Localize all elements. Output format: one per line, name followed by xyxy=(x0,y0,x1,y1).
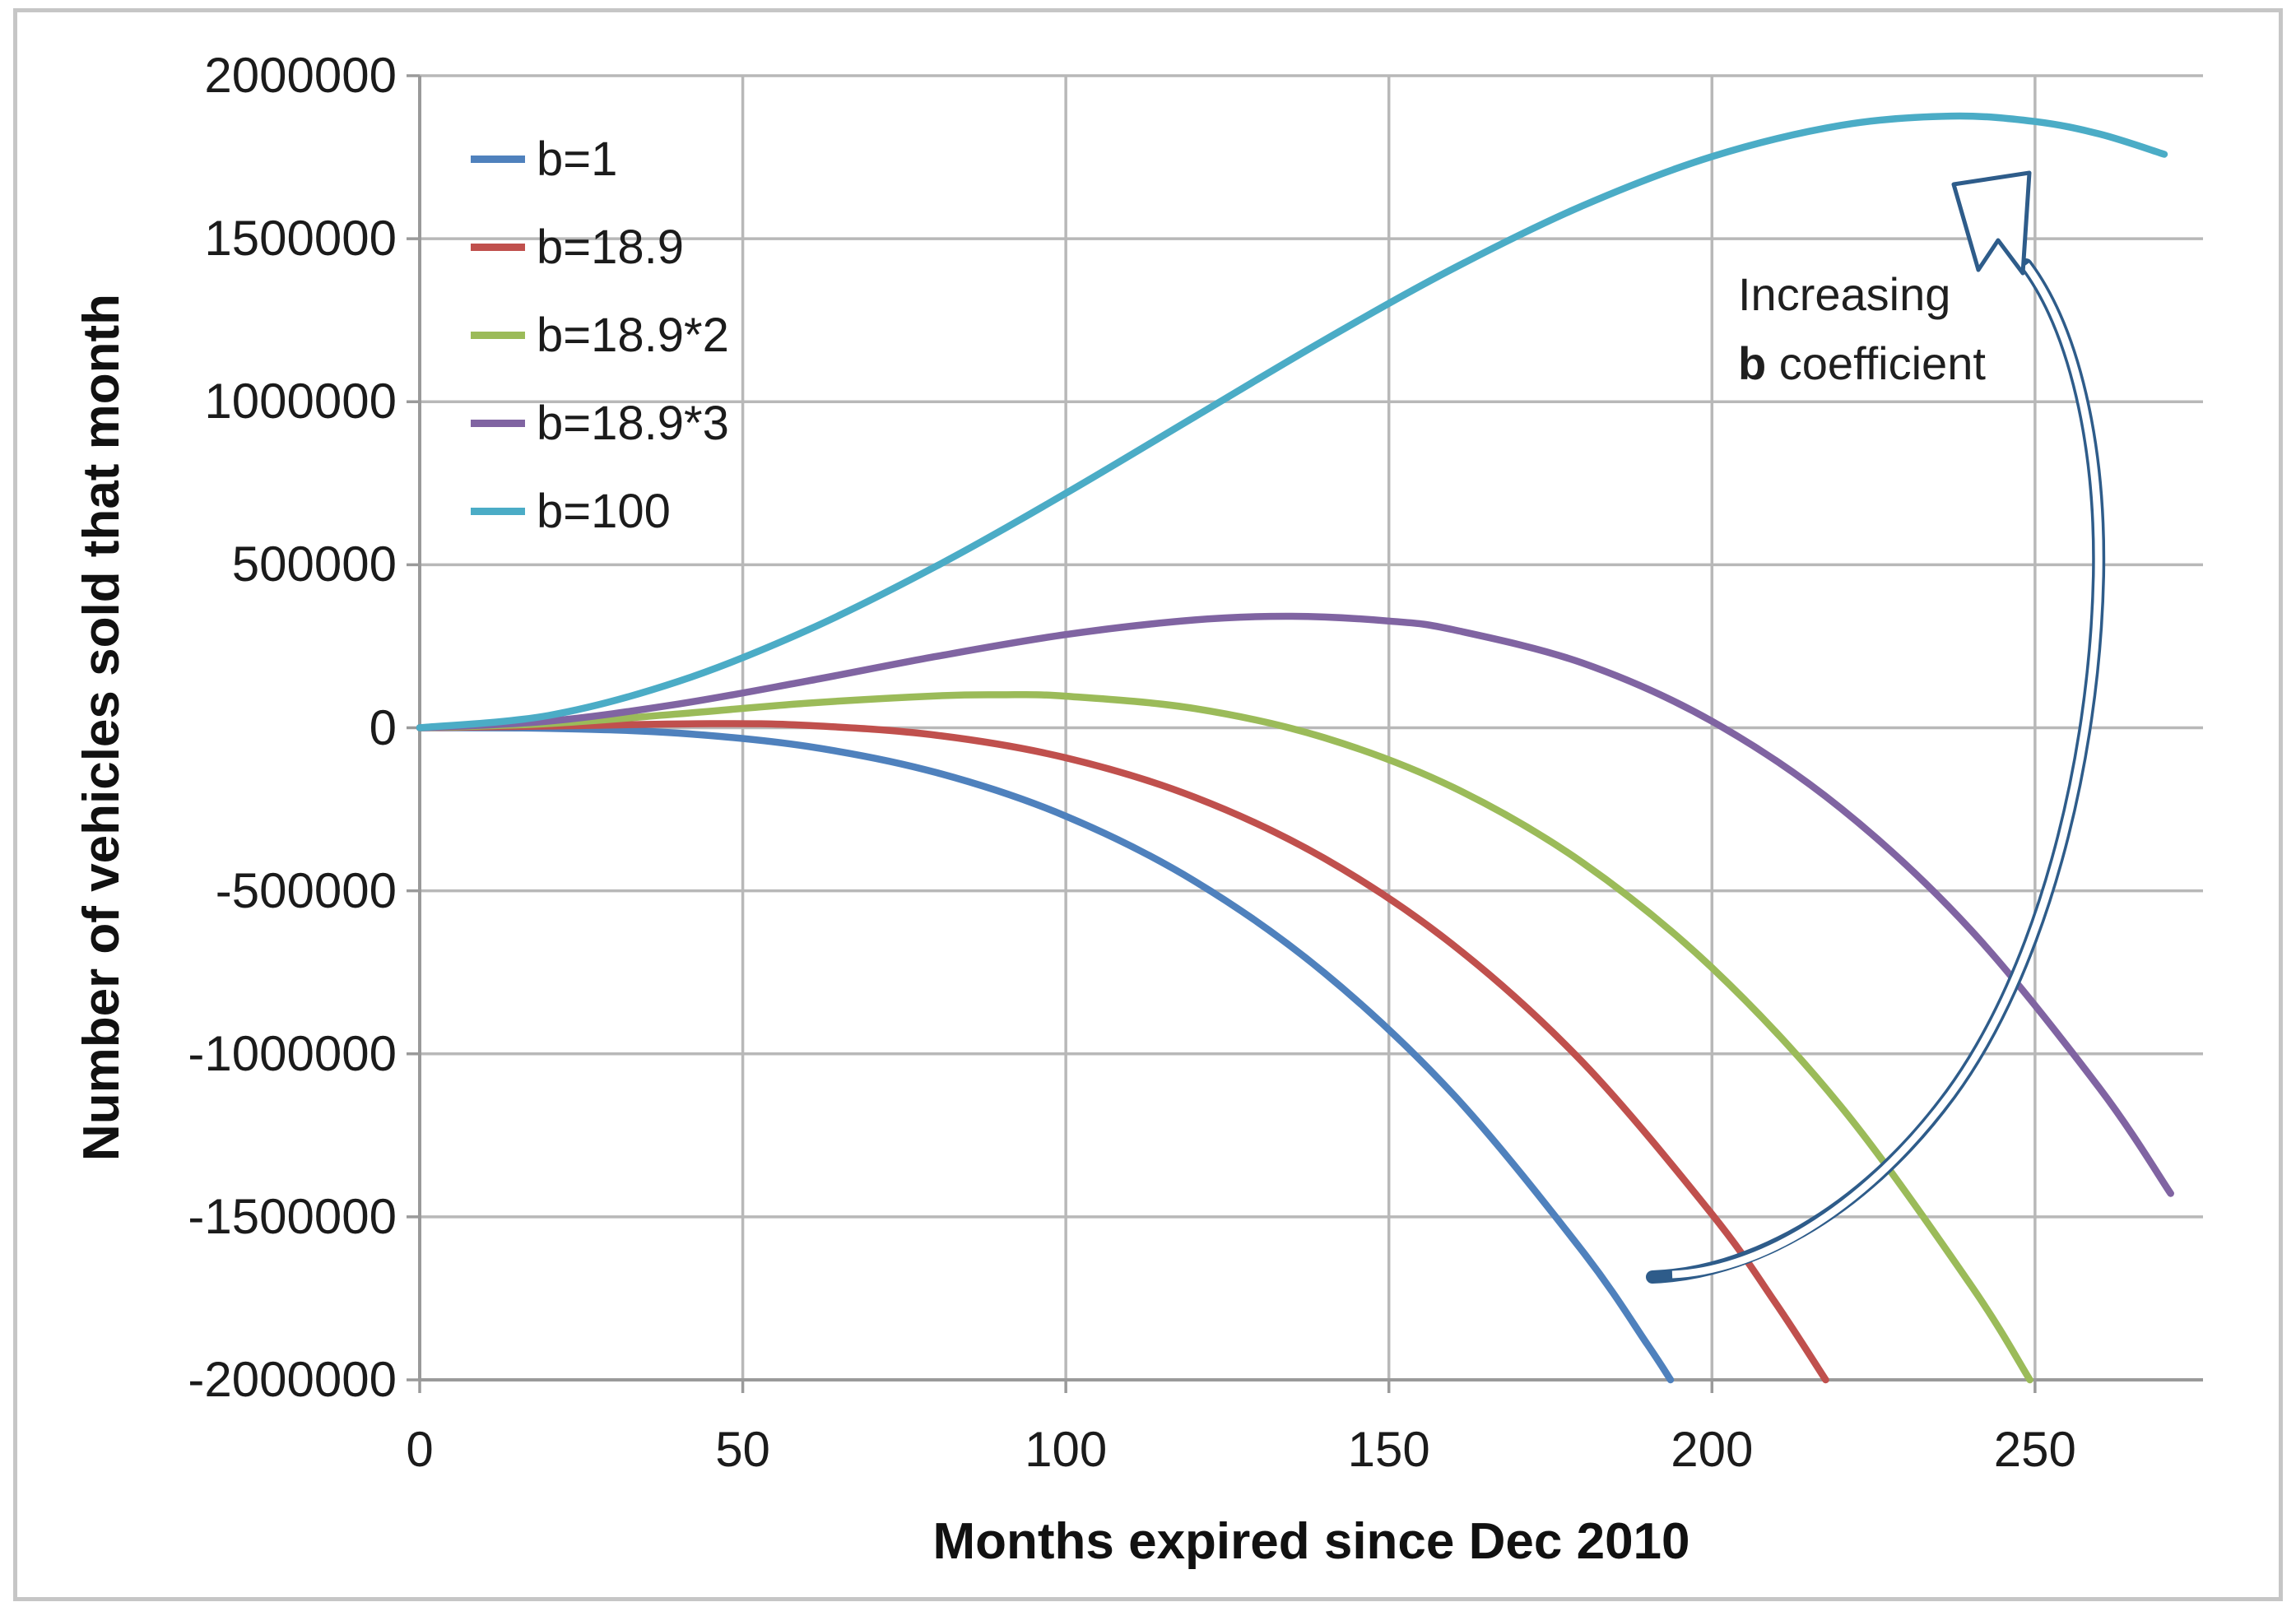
annotation-line1: Increasing xyxy=(1738,268,1951,320)
annotation-line2: b coefficient xyxy=(1738,337,1986,389)
y-tick-label: 0 xyxy=(369,699,397,755)
legend-item: b=1 xyxy=(471,115,729,203)
legend-item: b=100 xyxy=(471,467,729,555)
y-tick-label: 2000000 xyxy=(204,48,397,103)
x-tick-label: 200 xyxy=(1671,1422,1754,1477)
legend-label: b=100 xyxy=(537,485,671,538)
series-line-b=18.9 xyxy=(416,720,1829,1384)
arrow-head xyxy=(1951,170,2032,276)
annotation-increasing-b: Increasing b coefficient xyxy=(1738,260,1986,398)
series-line-b=100 xyxy=(416,112,2168,731)
x-tick-label: 100 xyxy=(1025,1422,1108,1477)
y-tick-label: -1500000 xyxy=(188,1188,397,1244)
y-tick-label: 1000000 xyxy=(204,374,397,430)
legend-swatch-line xyxy=(471,156,525,163)
y-tick-label: 500000 xyxy=(231,536,397,592)
legend-swatch-line xyxy=(471,332,525,339)
y-tick-label: -2000000 xyxy=(188,1352,397,1407)
x-tick-label: 250 xyxy=(1993,1422,2076,1477)
legend-swatch-line xyxy=(471,244,525,251)
legend-label: b=18.9*3 xyxy=(537,397,729,450)
legend-item: b=18.9*3 xyxy=(471,379,729,467)
x-tick-label: 0 xyxy=(406,1422,434,1477)
y-tick-label: 1500000 xyxy=(204,211,397,267)
series-line-b=1 xyxy=(416,724,1675,1384)
increasing-b-arrow xyxy=(1646,170,2106,1284)
legend: b=1 b=18.9 b=18.9*2 b=18.9*3 b=100 xyxy=(471,115,729,555)
legend-label: b=1 xyxy=(537,132,618,186)
legend-swatch-line xyxy=(471,508,525,515)
y-tick-label: -1000000 xyxy=(188,1025,397,1081)
y-tick-label: -500000 xyxy=(215,862,397,918)
arrow-shaft-core xyxy=(1671,262,2103,1279)
x-tick-label: 150 xyxy=(1347,1422,1430,1477)
legend-label: b=18.9 xyxy=(537,221,685,274)
arrow-shaft-outline xyxy=(1646,258,2106,1284)
y-axis-title: Number of vehicles sold that month xyxy=(73,293,130,1162)
series-line-b=18.9*2 xyxy=(416,690,2033,1384)
x-axis-title: Months expired since Dec 2010 xyxy=(932,1513,1690,1570)
legend-label: b=18.9*2 xyxy=(537,309,729,362)
x-tick-label: 50 xyxy=(715,1422,770,1477)
legend-item: b=18.9*2 xyxy=(471,291,729,379)
legend-item: b=18.9 xyxy=(471,203,729,291)
series-lines xyxy=(416,112,2174,1384)
legend-swatch-line xyxy=(471,420,525,427)
series-line-b=18.9*3 xyxy=(416,612,2174,1197)
